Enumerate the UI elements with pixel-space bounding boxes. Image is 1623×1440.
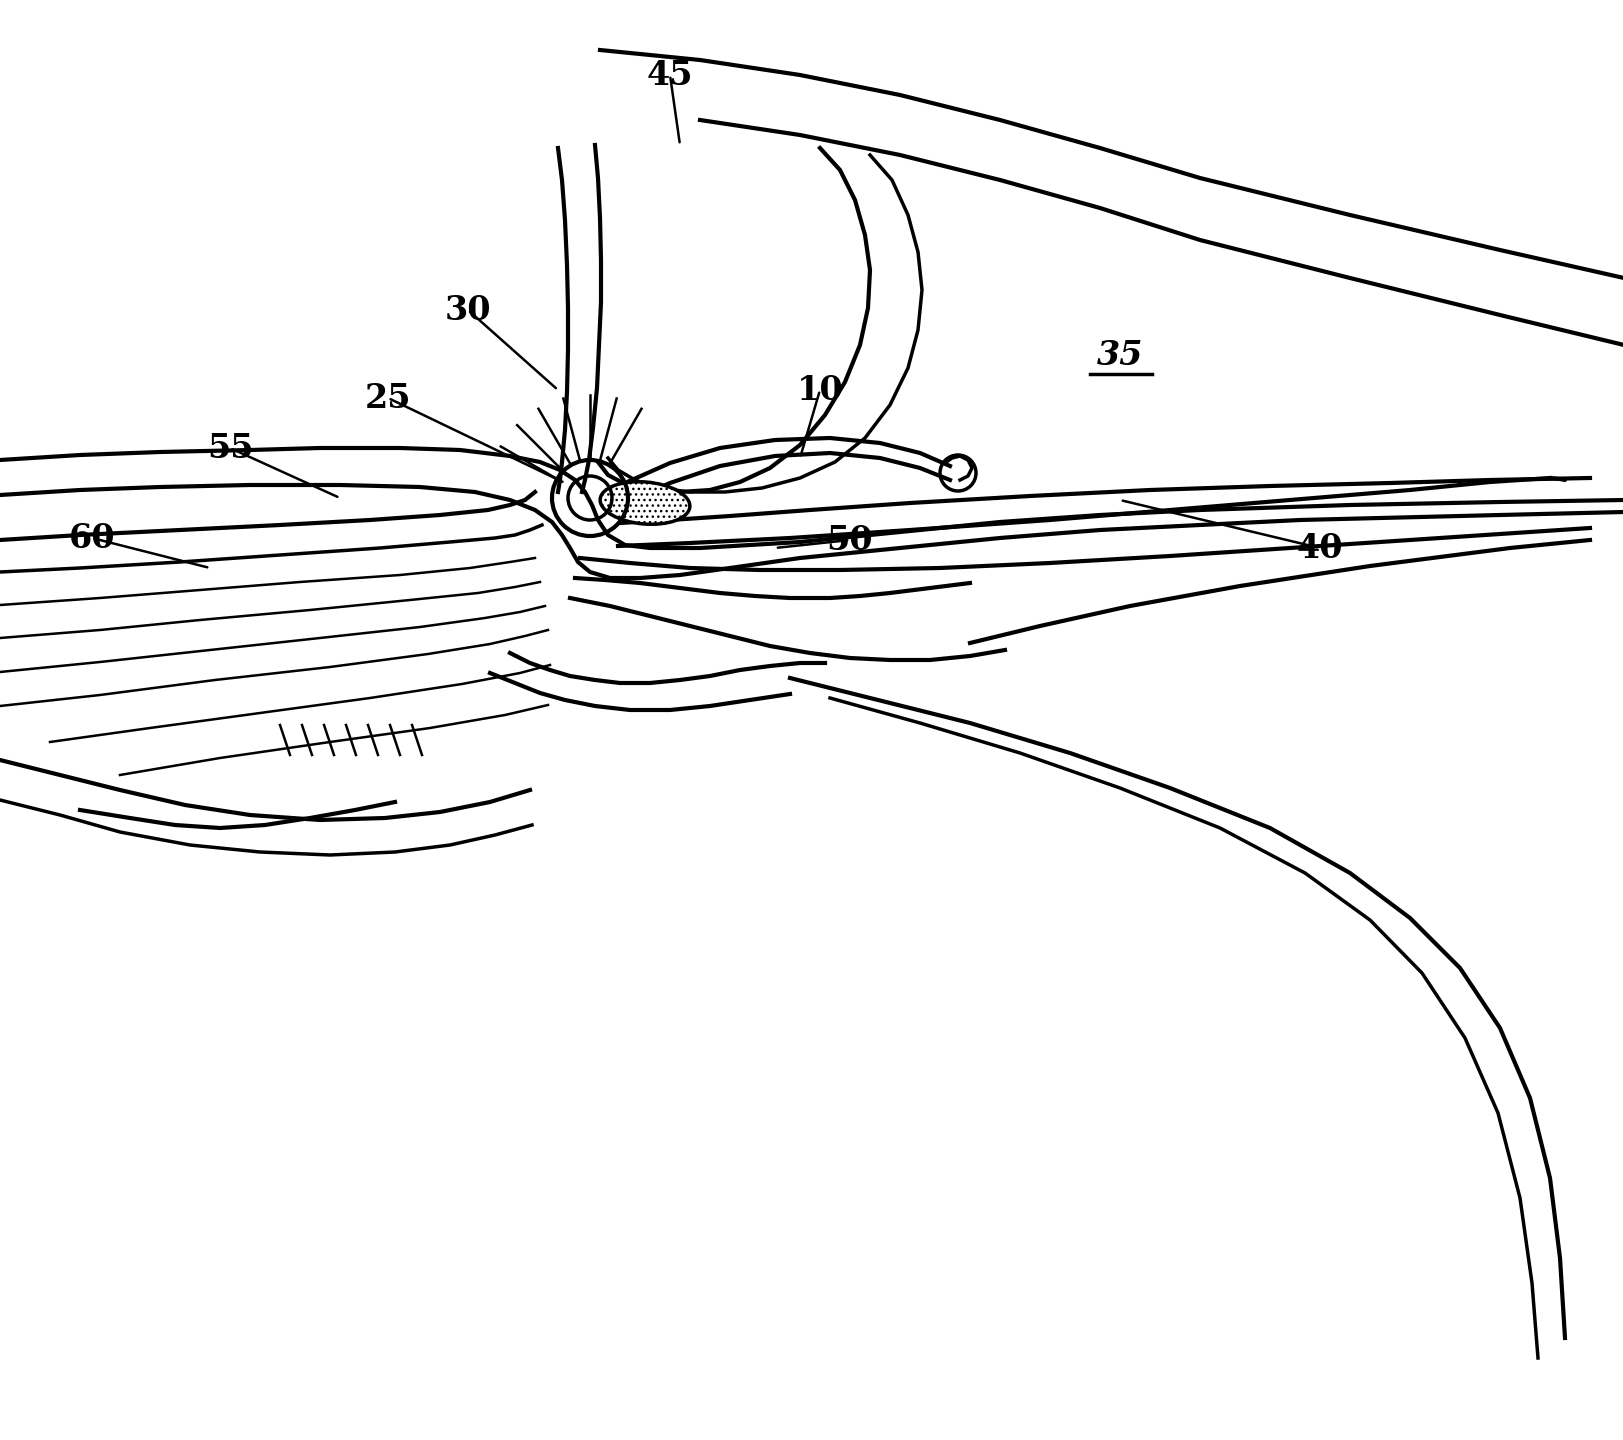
Text: 45: 45 (646, 59, 693, 92)
Text: 25: 25 (365, 382, 411, 415)
Text: 10: 10 (797, 373, 842, 406)
Text: 50: 50 (826, 524, 873, 556)
Text: 40: 40 (1295, 531, 1342, 564)
Text: 35: 35 (1096, 338, 1143, 372)
Text: 30: 30 (445, 294, 492, 327)
Text: 55: 55 (206, 432, 253, 465)
Text: 60: 60 (68, 521, 115, 554)
Ellipse shape (601, 482, 690, 524)
